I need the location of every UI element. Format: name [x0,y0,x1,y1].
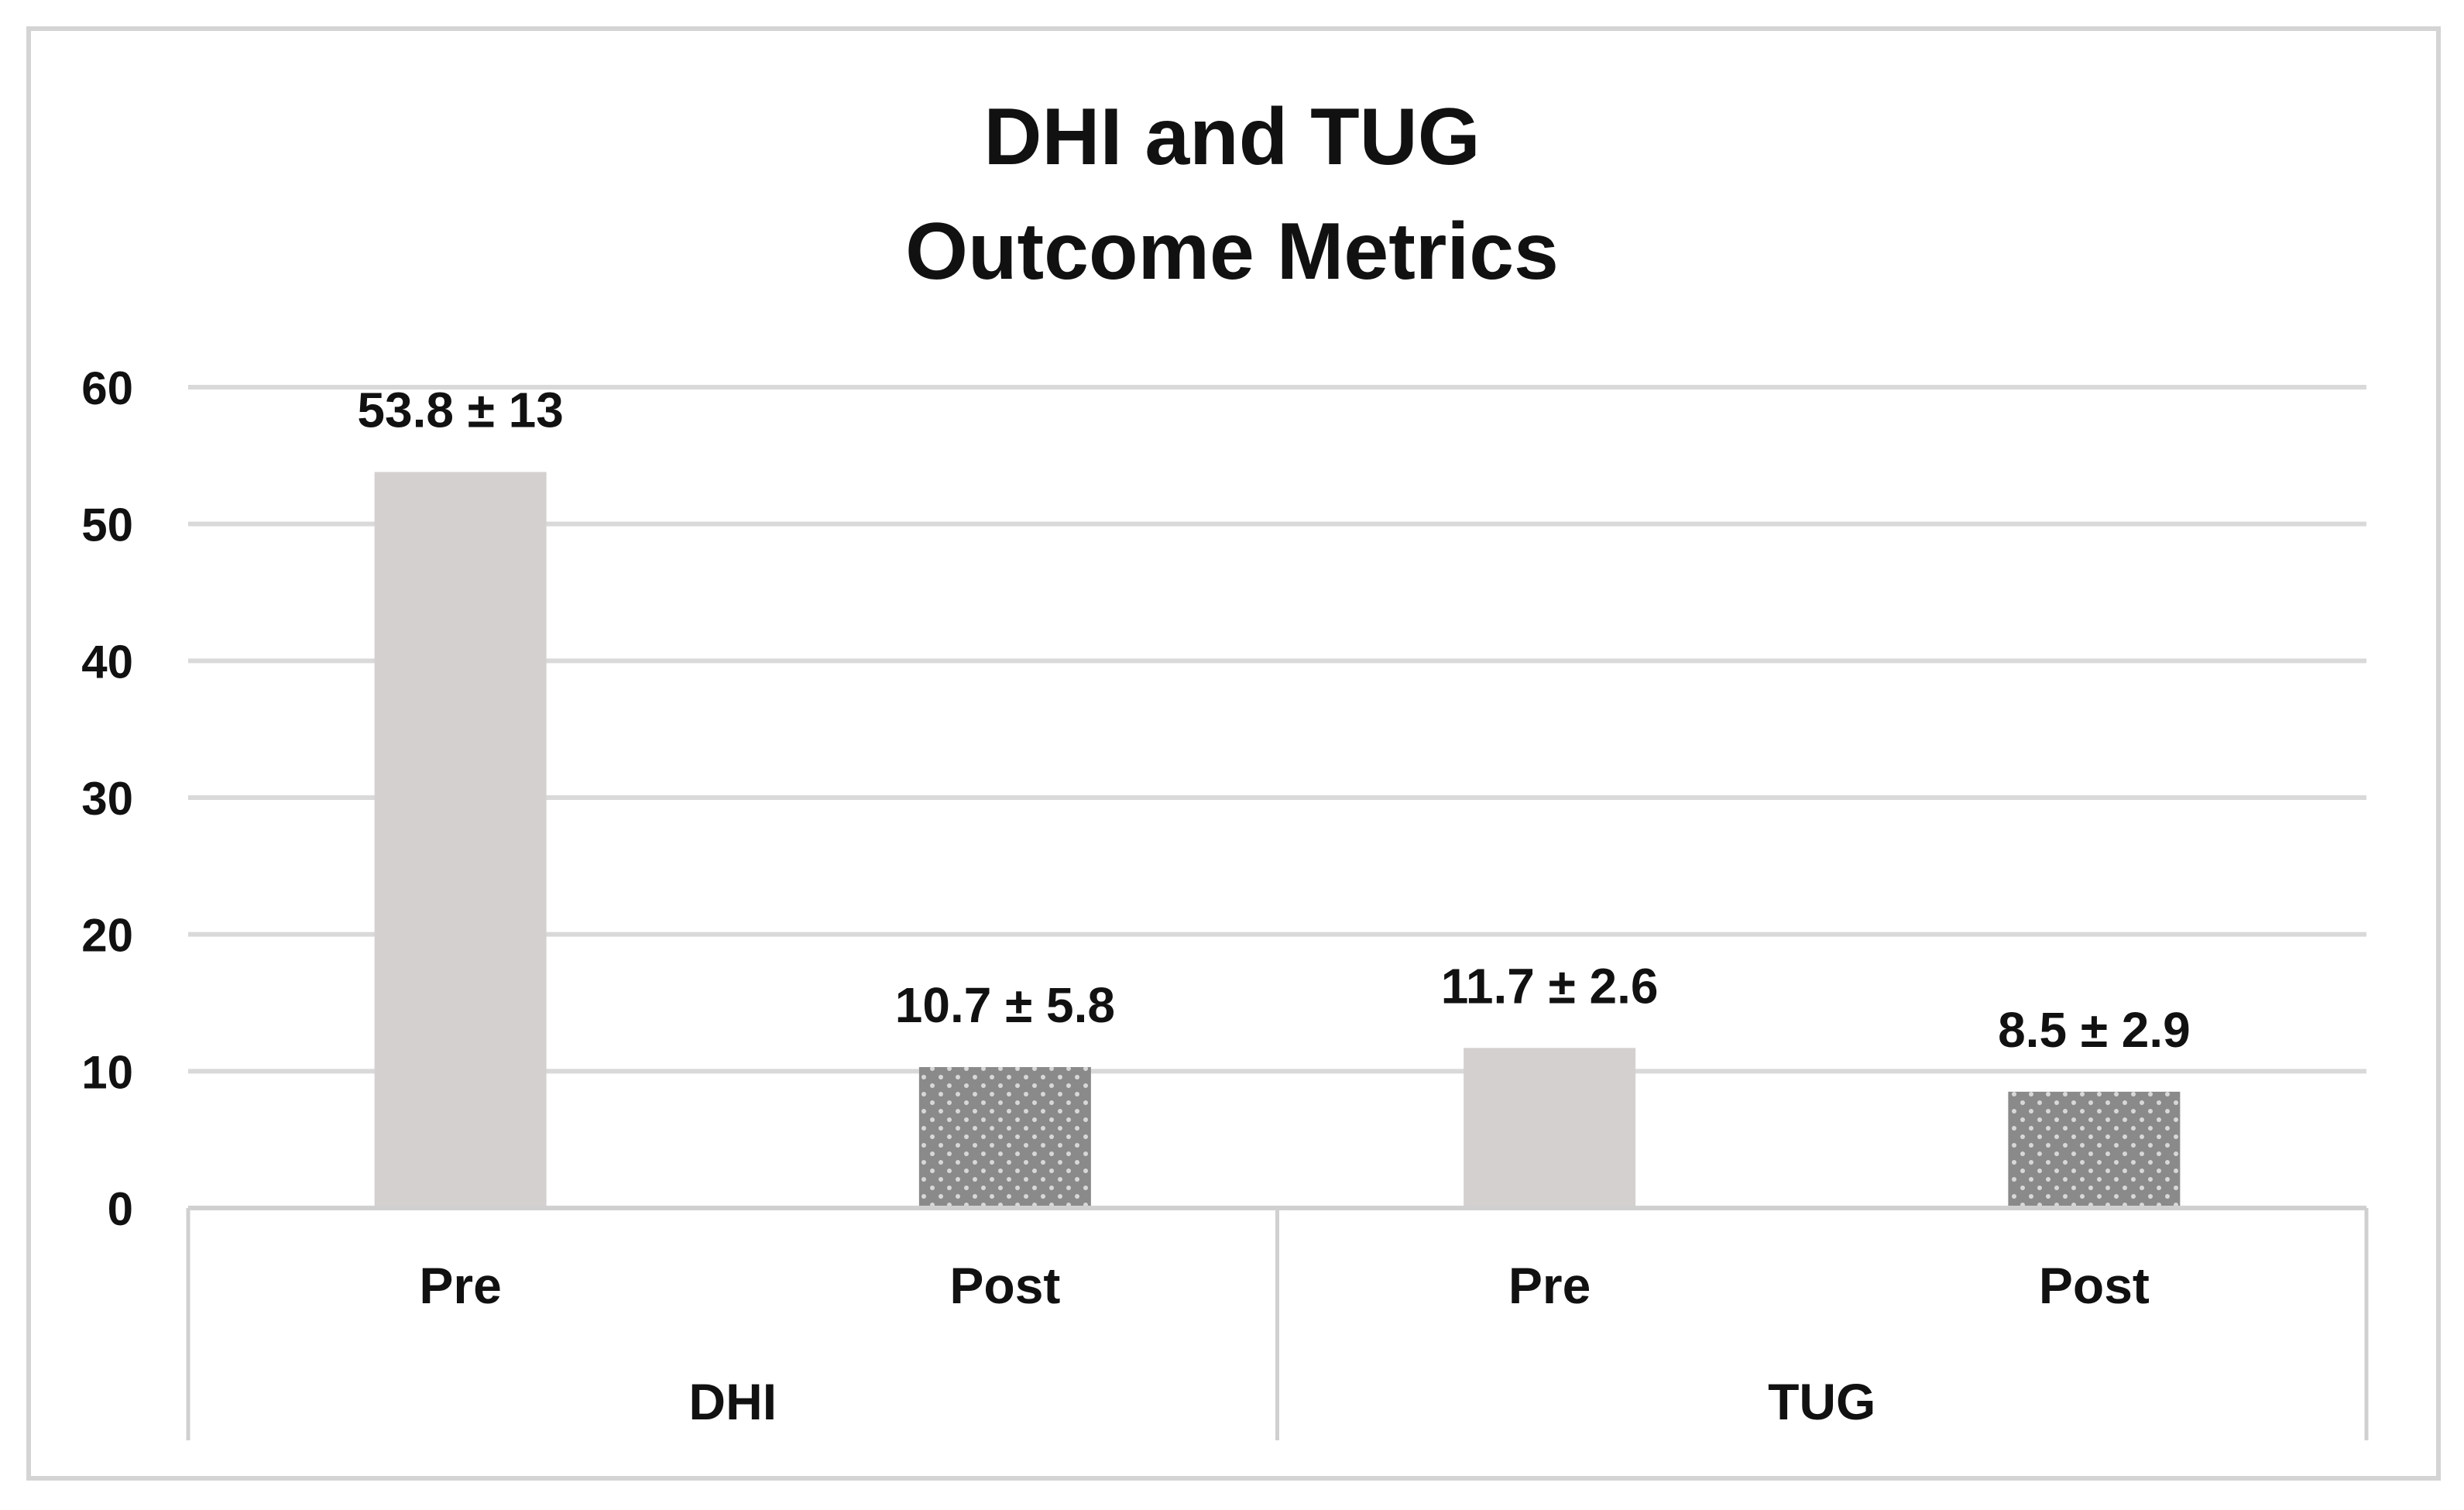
x-group-label: DHI [688,1373,777,1430]
x-axis-categories: Pre Post DHI Pre Post TUG [419,1257,2149,1430]
x-category-label: Post [949,1257,1060,1314]
y-tick-label: 0 [108,1183,133,1235]
y-tick-label: 50 [81,499,133,551]
data-label-tug-post: 8.5 ± 2.9 [1998,1002,2191,1058]
data-label-dhi-post: 10.7 ± 5.8 [895,977,1115,1033]
x-category-label: Pre [419,1257,501,1314]
data-label-dhi-pre: 53.8 ± 13 [357,383,563,438]
bar-tug-pre [1464,1048,1636,1208]
bar-dhi-post [918,1067,1091,1208]
data-labels: 53.8 ± 13 10.7 ± 5.8 11.7 ± 2.6 8.5 ± 2.9 [357,383,2190,1058]
bar-tug-post [2008,1091,2181,1208]
y-tick-label: 60 [81,362,133,414]
y-tick-label: 10 [81,1046,133,1098]
x-category-label: Post [2039,1257,2150,1314]
x-axis [186,1206,2369,1440]
y-tick-label: 40 [81,636,133,688]
gridlines [188,385,2366,1074]
chart-title-line-1: DHI and TUG [983,92,1480,182]
y-tick-label: 20 [81,910,133,962]
bar-dhi-pre [374,472,547,1208]
bars [374,472,2181,1208]
x-group-label: TUG [1768,1373,1875,1430]
y-axis-ticks: 0 10 20 30 40 50 60 [81,362,133,1235]
y-tick-label: 30 [81,773,133,825]
data-label-tug-pre: 11.7 ± 2.6 [1441,958,1659,1014]
chart-title-line-2: Outcome Metrics [905,207,1559,297]
x-category-label: Pre [1508,1257,1591,1314]
